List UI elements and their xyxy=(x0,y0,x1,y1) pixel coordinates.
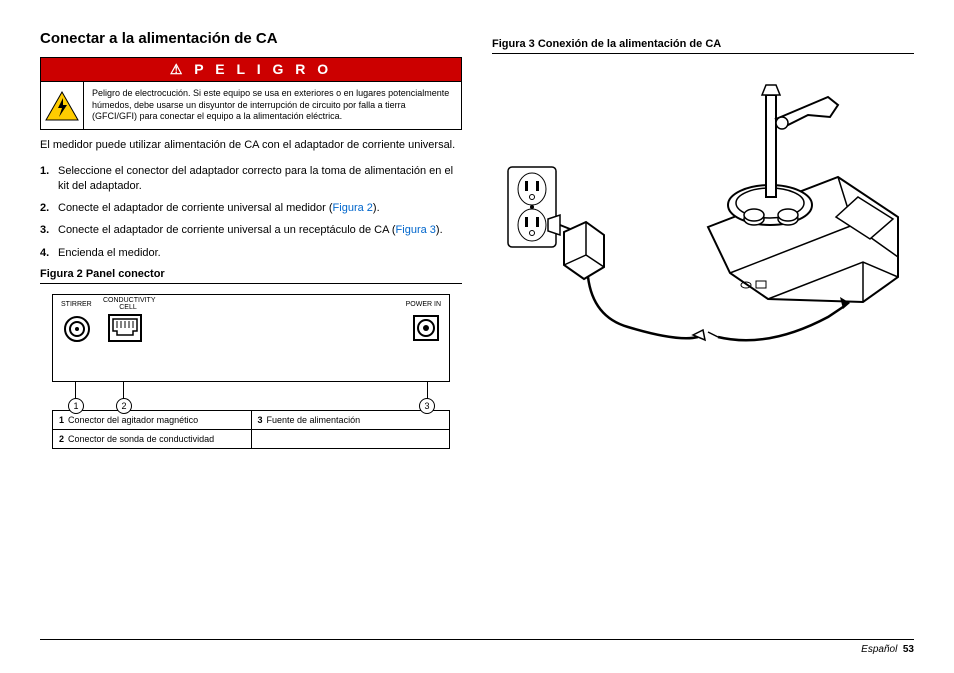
figure-3-caption: Figura 3 Conexión de la alimentación de … xyxy=(492,38,914,54)
page-title: Conectar a la alimentación de CA xyxy=(40,30,462,47)
intro-text: El medidor puede utilizar alimentación d… xyxy=(40,138,462,152)
conductivity-cell-label: CONDUCTIVITY CELL xyxy=(103,297,153,311)
power-connector-icon xyxy=(413,315,439,341)
step-2: 2.Conecte el adaptador de corriente univ… xyxy=(58,201,462,215)
callout-1: 1 xyxy=(68,398,84,414)
danger-header: ⚠ P E L I G R O xyxy=(41,58,461,81)
figure-3-illustration xyxy=(492,62,914,392)
figure-2-legend: 1Conector del agitador magnético 3Fuente… xyxy=(52,410,450,449)
step-1: 1.Seleccione el conector del adaptador c… xyxy=(58,164,462,193)
conductivity-connector-icon xyxy=(107,313,143,345)
danger-text: Peligro de electrocución. Si este equipo… xyxy=(84,82,461,129)
stirrer-connector-icon xyxy=(63,315,91,343)
step-3: 3.Conecte el adaptador de corriente univ… xyxy=(58,223,462,237)
legend-item-1: 1Conector del agitador magnético xyxy=(53,411,252,429)
connector-panel-diagram: STIRRER CONDUCTIVITY CELL POWER IN xyxy=(40,294,462,449)
shock-hazard-icon xyxy=(41,82,84,129)
callout-3: 3 xyxy=(419,398,435,414)
legend-item-2: 2Conector de sonda de conductividad xyxy=(53,430,252,448)
warning-triangle-icon: ⚠ xyxy=(170,61,187,77)
figure-2-caption: Figura 2 Panel conector xyxy=(40,268,462,284)
legend-item-3: 3Fuente de alimentación xyxy=(252,411,450,429)
figure-3-link[interactable]: Figura 3 xyxy=(396,224,436,236)
footer-page-number: 53 xyxy=(903,644,914,655)
callout-2: 2 xyxy=(116,398,132,414)
footer-language: Español xyxy=(861,644,897,655)
power-in-label: POWER IN xyxy=(406,301,441,308)
page-footer: Español 53 xyxy=(40,639,914,655)
step-4: 4.Encienda el medidor. xyxy=(58,246,462,260)
danger-box: ⚠ P E L I G R O Peligro de electrocución… xyxy=(40,57,462,130)
steps-list: 1.Seleccione el conector del adaptador c… xyxy=(40,164,462,259)
stirrer-label: STIRRER xyxy=(61,301,92,308)
danger-header-text: P E L I G R O xyxy=(194,61,332,77)
figure-2-link[interactable]: Figura 2 xyxy=(333,202,373,214)
